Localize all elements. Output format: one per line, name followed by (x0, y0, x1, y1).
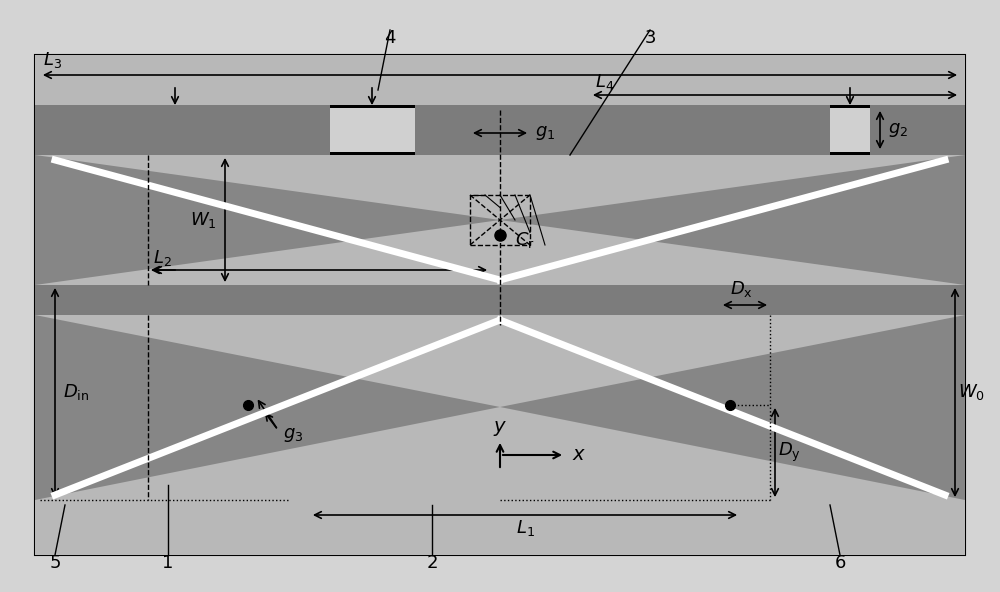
Text: $L_2$: $L_2$ (153, 248, 172, 268)
Text: $y$: $y$ (493, 419, 507, 437)
Text: $D_{\rm in}$: $D_{\rm in}$ (63, 382, 89, 402)
Text: 6: 6 (834, 554, 846, 572)
Bar (470, 195, 530, 245)
Text: 3: 3 (644, 29, 656, 47)
Text: $D_{\rm x}$: $D_{\rm x}$ (730, 279, 753, 299)
Bar (830, 105, 870, 155)
Text: $L_3$: $L_3$ (43, 50, 62, 70)
Bar (330, 105, 415, 108)
Text: $g_3$: $g_3$ (283, 426, 303, 444)
Bar (830, 152, 870, 155)
Polygon shape (500, 155, 965, 285)
Text: $D_{\rm y}$: $D_{\rm y}$ (778, 440, 801, 464)
Text: $L_4$: $L_4$ (595, 72, 614, 92)
Bar (35, 55, 965, 555)
Text: $W_2$: $W_2$ (358, 120, 385, 140)
Text: $C_{\rm r}$: $C_{\rm r}$ (515, 230, 535, 250)
Text: $x$: $x$ (572, 446, 586, 465)
Bar (330, 105, 415, 155)
Text: 2: 2 (426, 554, 438, 572)
Bar (35, 55, 965, 555)
Text: $W_0$: $W_0$ (958, 382, 985, 402)
Polygon shape (35, 315, 500, 500)
Text: $g_2$: $g_2$ (888, 121, 908, 139)
Text: 4: 4 (384, 29, 396, 47)
Text: 5: 5 (49, 554, 61, 572)
Polygon shape (500, 315, 965, 500)
Text: $W_1$: $W_1$ (190, 210, 217, 230)
Bar (830, 105, 870, 108)
Text: $L_1$: $L_1$ (516, 518, 534, 538)
Bar (330, 152, 415, 155)
Polygon shape (35, 155, 500, 285)
Bar (35, 285, 965, 315)
Text: 1: 1 (162, 554, 174, 572)
Text: $g_1$: $g_1$ (535, 124, 555, 142)
Bar (35, 105, 965, 155)
